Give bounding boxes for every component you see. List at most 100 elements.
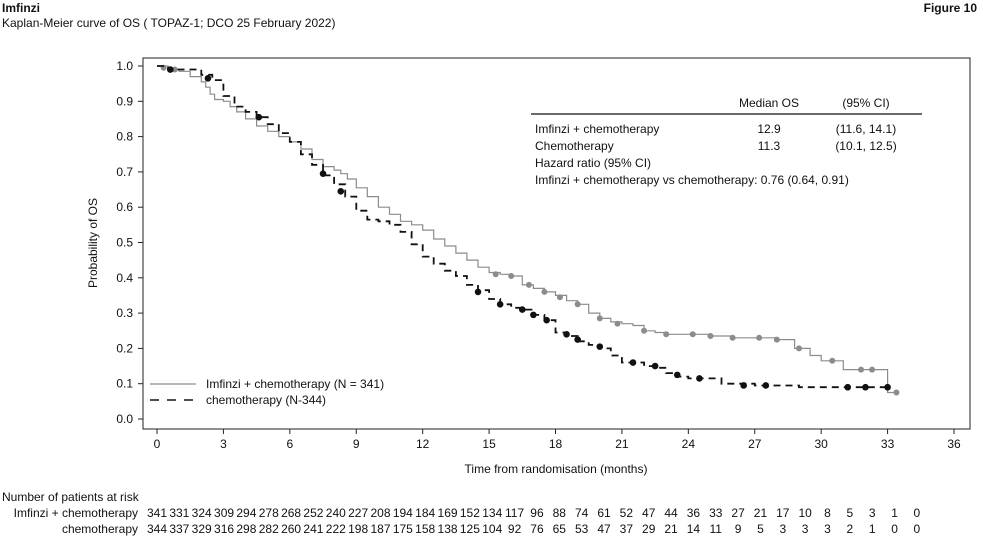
y-axis-label: Probability of OS	[86, 198, 100, 288]
at-risk-value: 17	[776, 506, 790, 520]
y-tick-label: 0.9	[116, 94, 133, 108]
curves	[157, 64, 900, 396]
chemotherapy-censor-mark	[563, 330, 570, 338]
at-risk-value: 33	[709, 506, 723, 520]
at-risk-value: 1	[869, 522, 876, 536]
at-risk-value: 21	[754, 506, 768, 520]
y-tick-label: 0.6	[116, 200, 133, 214]
at-risk-value: 88	[553, 506, 567, 520]
at-risk-value: 158	[415, 522, 435, 536]
stats-row-ci: (11.6, 14.1)	[836, 122, 896, 136]
x-tick-label: 18	[549, 437, 563, 451]
at-risk-value: 252	[303, 506, 323, 520]
at-risk-value: 47	[597, 522, 611, 536]
header: Imfinzi Kaplan-Meier curve of OS ( TOPAZ…	[2, 1, 335, 31]
chemotherapy-censor-mark	[255, 113, 263, 121]
at-risk-value: 134	[482, 506, 502, 520]
at-risk-value: 1	[891, 506, 898, 520]
imfinzi-censor-mark	[729, 334, 736, 341]
legend-label-chemotherapy: chemotherapy (N-344)	[206, 393, 326, 407]
x-tick-label: 33	[881, 437, 895, 451]
x-tick-label: 0	[154, 437, 161, 451]
at-risk-value: 294	[236, 506, 256, 520]
legend-label-imfinzi: Imfinzi + chemotherapy (N = 341)	[206, 377, 384, 391]
stats-row-ci: (10.1, 12.5)	[835, 139, 896, 153]
x-tick-label: 30	[814, 437, 828, 451]
chemotherapy-censor-mark	[530, 311, 537, 319]
at-risk-value: 344	[147, 522, 167, 536]
at-risk-value: 337	[169, 522, 189, 536]
at-risk-value: 36	[687, 506, 701, 520]
stats-row-median: 11.3	[758, 139, 781, 153]
at-risk-value: 29	[642, 522, 656, 536]
at-risk-value: 27	[731, 506, 745, 520]
stats-table: Median OS (95% CI) Imfinzi + chemotherapy 1…	[531, 96, 922, 187]
at-risk-value: 222	[326, 522, 346, 536]
chemotherapy-censor-mark	[884, 383, 891, 391]
y-tick-label: 0.2	[116, 341, 133, 355]
at-risk-value: 96	[530, 506, 544, 520]
imfinzi-censor-mark	[756, 334, 763, 341]
x-tick-label: 36	[947, 437, 961, 451]
hazard-ratio-value: Imfinzi + chemotherapy vs chemotherapy: …	[535, 173, 849, 187]
imfinzi-censor-mark	[858, 366, 865, 373]
at-risk-value: 104	[482, 522, 502, 536]
at-risk-value: 117	[505, 506, 524, 520]
y-tick-label: 0.1	[116, 377, 133, 391]
at-risk-value: 76	[530, 522, 544, 536]
x-tick-label: 15	[482, 437, 496, 451]
at-risk-value: 11	[710, 522, 723, 536]
imfinzi-censor-mark	[525, 281, 532, 288]
imfinzi-censor-mark	[556, 294, 563, 301]
at-risk-value: 309	[214, 506, 234, 520]
figure-label: Figure 10	[923, 1, 977, 15]
at-risk-value: 125	[460, 522, 480, 536]
at-risk-value: 10	[798, 506, 812, 520]
at-risk-row-label: Imfinzi + chemotherapy	[14, 506, 138, 520]
chemotherapy-censor-mark	[319, 170, 327, 177]
at-risk-value: 44	[664, 506, 678, 520]
at-risk-value: 316	[214, 522, 234, 536]
x-tick-label: 12	[416, 437, 430, 451]
axes: 0 3 6 9 12 15 18 21 24 27 30 33 360.00.10.20.30.40.5…	[86, 59, 961, 476]
imfinzi-censor-mark	[492, 271, 499, 278]
at-risk-value: 341	[147, 506, 167, 520]
y-tick-label: 0.7	[116, 165, 133, 179]
chemotherapy-censor-mark	[496, 300, 504, 308]
chemotherapy-censor-mark	[543, 316, 550, 324]
y-tick-label: 0.5	[116, 236, 133, 250]
chemotherapy-censor-mark	[651, 362, 659, 370]
x-tick-label: 9	[353, 437, 360, 451]
chemotherapy-censor-mark	[337, 188, 345, 195]
imfinzi-censor-mark	[614, 320, 621, 327]
y-tick-label: 0.0	[116, 412, 133, 426]
at-risk-value: 241	[303, 522, 323, 536]
at-risk-value: 0	[914, 506, 921, 520]
imfinzi-censor-mark	[796, 345, 803, 352]
at-risk-value: 3	[802, 522, 809, 536]
imfinzi-censor-mark	[773, 336, 780, 343]
at-risk-value: 74	[575, 506, 589, 520]
chemotherapy-censor-mark	[673, 371, 681, 379]
at-risk-value: 138	[438, 522, 458, 536]
at-risk-value: 260	[281, 522, 301, 536]
at-risk-row-label: chemotherapy	[62, 522, 138, 536]
at-risk-value: 194	[393, 506, 413, 520]
hazard-ratio-title: Hazard ratio (95% CI)	[535, 156, 651, 170]
x-tick-label: 6	[286, 437, 293, 451]
at-risk-value: 282	[259, 522, 279, 536]
chemotherapy-censor-mark	[862, 383, 869, 391]
at-risk-value: 268	[281, 506, 301, 520]
chemotherapy-censor-mark	[166, 66, 174, 73]
at-risk-value: 298	[236, 522, 256, 536]
y-tick-label: 0.3	[116, 306, 133, 320]
imfinzi-censor-mark	[574, 301, 581, 308]
at-risk-value: 169	[438, 506, 458, 520]
at-risk-value: 227	[348, 506, 368, 520]
at-risk-value: 8	[824, 506, 831, 520]
at-risk-value: 208	[370, 506, 390, 520]
at-risk-value: 240	[326, 506, 346, 520]
at-risk-value: 5	[847, 506, 854, 520]
at-risk-value: 3	[869, 506, 876, 520]
at-risk-value: 65	[553, 522, 567, 536]
